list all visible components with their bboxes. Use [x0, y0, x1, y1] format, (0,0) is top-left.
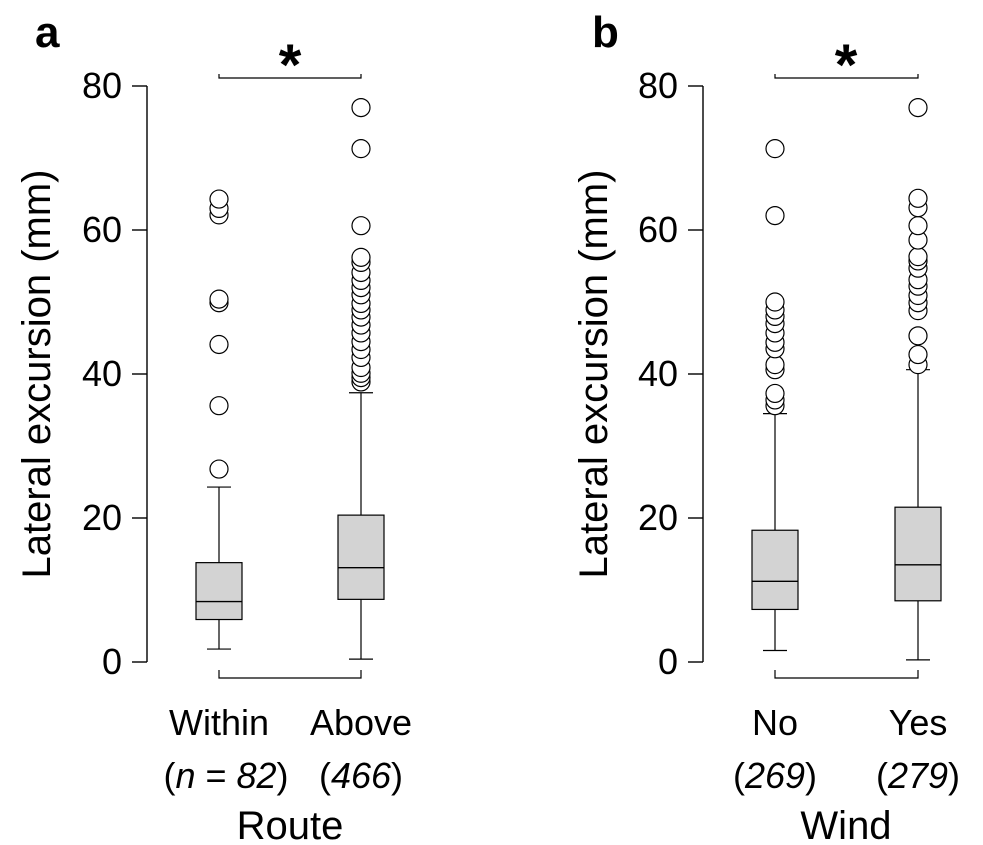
x-axis-bracket [218, 670, 362, 679]
iqr-box [751, 529, 799, 611]
outlier-point [908, 344, 928, 365]
significance-bracket [774, 74, 919, 79]
sample-size-label: (269) [733, 755, 817, 796]
y-tick-label: 20 [638, 497, 678, 538]
outlier-point [209, 334, 229, 355]
panel-letter: a [35, 8, 60, 57]
y-tick-label: 80 [82, 65, 122, 106]
y-tick-label: 40 [638, 353, 678, 394]
category-label: No [752, 702, 798, 743]
y-tick-label: 60 [82, 209, 122, 250]
sample-size-label: (466) [319, 755, 403, 796]
outlier-point [351, 247, 371, 267]
outlier-point [209, 289, 229, 309]
outlier-point [351, 216, 371, 236]
outlier-point [209, 396, 229, 416]
outlier-point [765, 292, 785, 312]
y-tick-label: 80 [638, 65, 678, 106]
x-axis-title: Wind [800, 804, 891, 845]
iqr-box [195, 562, 243, 621]
y-tick-label: 20 [82, 497, 122, 538]
box-plot-group [751, 139, 799, 652]
outlier-point [209, 189, 229, 209]
category-label: Within [169, 702, 269, 743]
y-tick-label: 0 [102, 641, 122, 682]
outlier-point [209, 459, 229, 479]
outlier-point [351, 97, 371, 118]
outlier-point [908, 247, 928, 267]
sample-size-label: (n = 82) [163, 755, 288, 796]
category-label: Above [310, 702, 412, 743]
outlier-point [908, 97, 928, 118]
x-axis-title: Route [237, 804, 344, 845]
outlier-point [908, 188, 928, 208]
y-axis-label: Lateral excursion (mm) [572, 169, 616, 578]
sample-size-label: (279) [876, 755, 960, 796]
outlier-point [765, 206, 785, 226]
panel-a: a * Lateral excursion (mm) Route Within … [15, 8, 412, 845]
y-tick-label: 0 [658, 641, 678, 682]
outlier-point [908, 216, 928, 236]
significance-bracket [218, 74, 362, 79]
outlier-point [351, 139, 371, 159]
y-tick-label: 60 [638, 209, 678, 250]
outlier-point [765, 383, 785, 404]
iqr-box [337, 514, 385, 600]
outlier-point [765, 139, 785, 159]
outlier-point [908, 326, 928, 346]
iqr-box [894, 506, 942, 602]
x-axis-bracket [774, 670, 919, 679]
box-plot-group [195, 189, 243, 650]
significance-mark: * [835, 33, 858, 98]
y-axis-label: Lateral excursion (mm) [15, 169, 59, 578]
y-tick-label: 40 [82, 353, 122, 394]
box-plot-group [337, 97, 385, 660]
significance-mark: * [279, 33, 302, 98]
box-plot-group [894, 97, 942, 661]
panel-letter: b [592, 8, 619, 57]
category-label: Yes [889, 702, 948, 743]
panel-b: b * Lateral excursion (mm) Wind No Yes (… [572, 8, 960, 845]
